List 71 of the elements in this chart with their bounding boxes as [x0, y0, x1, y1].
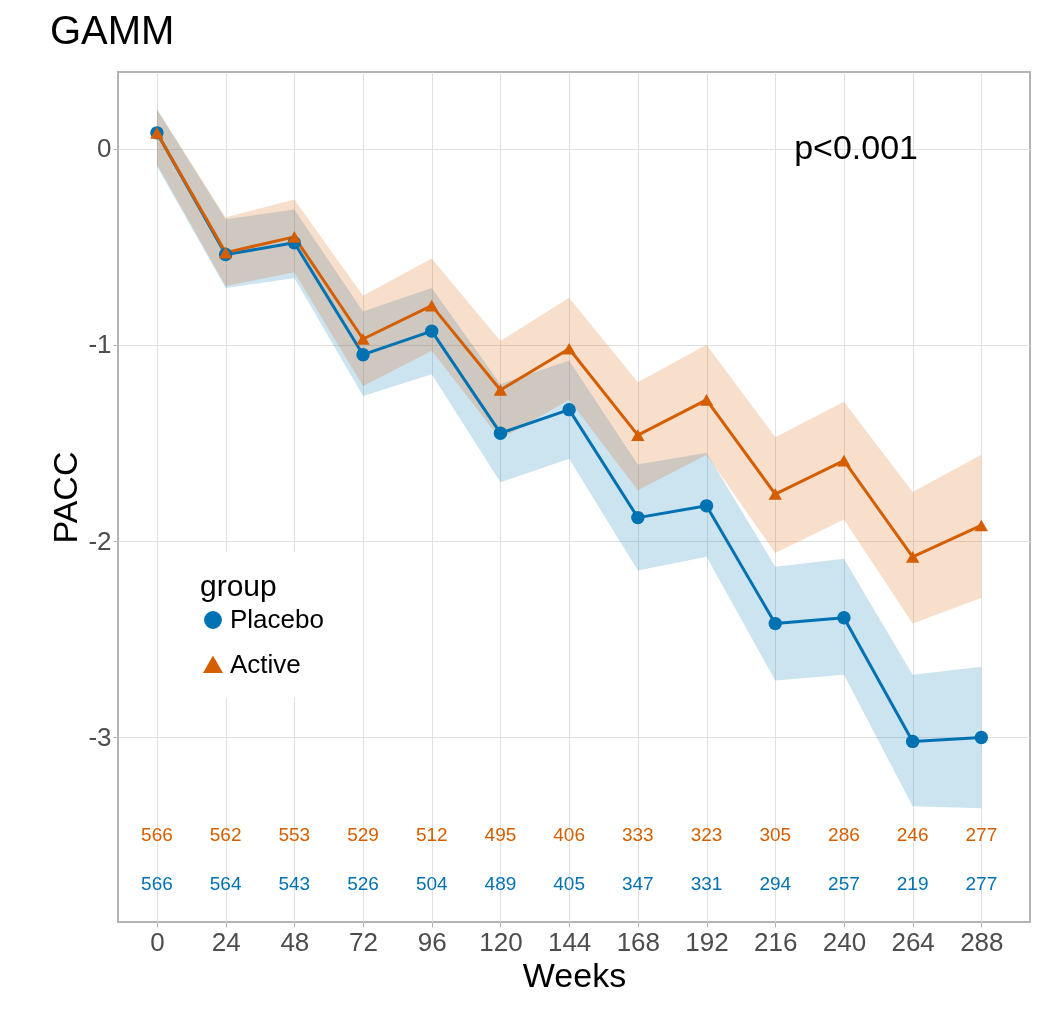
y-tick-label: -1	[88, 329, 112, 360]
annotation: 543	[278, 873, 311, 894]
y-axis-title: PACC	[46, 451, 85, 544]
legend-label: Placebo	[230, 604, 324, 634]
point	[768, 488, 782, 500]
annotation: 257	[828, 873, 860, 894]
y-tick-label: -3	[88, 721, 112, 752]
legend-title: group	[200, 569, 277, 602]
x-tick-label: 288	[960, 926, 1004, 957]
chart-title: GAMM	[49, 8, 175, 52]
annotation: 333	[621, 824, 654, 845]
annotation: 305	[759, 824, 792, 845]
annotation: 566	[141, 873, 173, 894]
annotation: 489	[484, 873, 517, 894]
point	[356, 347, 370, 362]
annotation: 566	[141, 824, 173, 845]
x-tick-label: 0	[150, 926, 165, 957]
annotation: 347	[621, 873, 654, 894]
x-tick-label: 216	[754, 926, 798, 957]
annotation: 219	[896, 873, 929, 894]
point	[631, 510, 645, 525]
annotation: p<0.001	[794, 128, 918, 166]
annotation: 294	[759, 873, 792, 894]
point	[837, 454, 851, 467]
point	[974, 730, 989, 745]
point	[699, 499, 714, 513]
annotation: 529	[347, 824, 379, 845]
y-tick-label: -2	[88, 525, 112, 556]
point	[562, 342, 576, 355]
x-tick-label: 48	[280, 926, 310, 957]
annotation: 564	[209, 873, 242, 894]
annotation: 277	[965, 824, 998, 845]
point	[905, 551, 920, 563]
point	[425, 299, 439, 312]
x-tick-label: 240	[822, 926, 867, 957]
x-tick-label: 96	[417, 926, 447, 957]
annotation: 323	[690, 824, 723, 845]
x-tick-label: 120	[479, 926, 523, 957]
point	[287, 231, 302, 243]
point	[699, 394, 714, 406]
annotation: 495	[484, 824, 517, 845]
annotation: 331	[690, 873, 723, 894]
point	[974, 519, 989, 532]
annotation: 277	[965, 873, 998, 894]
annotation: 286	[828, 824, 860, 845]
x-tick-label: 192	[685, 926, 729, 957]
point	[356, 333, 370, 345]
y-tick-label: 0	[97, 133, 112, 164]
point	[493, 426, 508, 440]
x-tick-label: 264	[891, 926, 935, 957]
point	[425, 324, 439, 338]
annotation: 562	[209, 824, 242, 845]
point	[837, 611, 851, 625]
x-tick-label: 24	[211, 926, 241, 957]
x-axis-title: Weeks	[522, 955, 627, 994]
x-tick-label: 168	[616, 926, 661, 957]
annotation: 504	[415, 873, 449, 894]
point	[768, 616, 782, 631]
annotation: 405	[553, 873, 585, 894]
point	[631, 429, 645, 441]
legend-label: Active	[230, 649, 301, 679]
x-tick-label: 72	[349, 926, 378, 957]
x-tick-label: 144	[547, 926, 592, 957]
point	[905, 734, 920, 749]
point	[493, 384, 508, 396]
point	[562, 402, 576, 417]
annotation: 526	[347, 873, 379, 894]
annotation: 246	[896, 824, 929, 845]
annotation: 406	[553, 824, 585, 845]
annotation: 553	[278, 824, 311, 845]
annotation: 512	[415, 824, 448, 845]
